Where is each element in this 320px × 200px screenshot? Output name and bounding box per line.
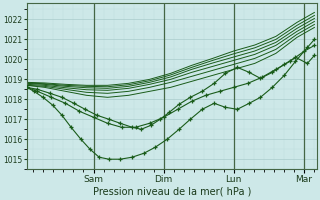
X-axis label: Pression niveau de la mer( hPa ): Pression niveau de la mer( hPa ) xyxy=(92,187,251,197)
